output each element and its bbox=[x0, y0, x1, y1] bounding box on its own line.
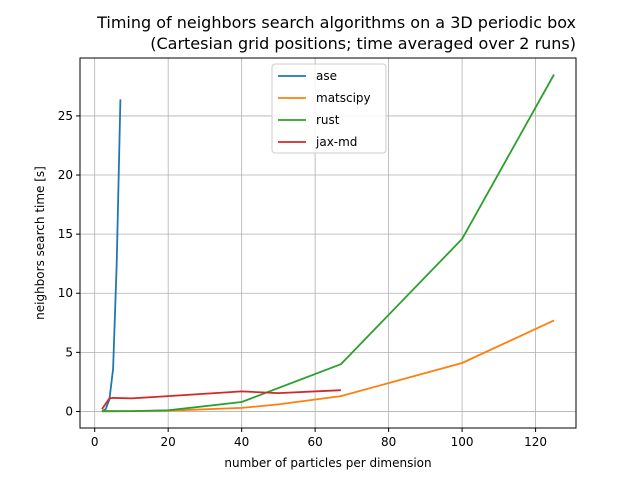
axes-frame bbox=[79, 57, 577, 429]
legend: ase matscipy rust jax-md bbox=[271, 63, 387, 154]
x-tick-label: 120 bbox=[524, 435, 547, 449]
y-tick-label: 15 bbox=[58, 227, 73, 241]
tick-layer: 0 20 40 60 80 100 120 0 5 10 15 20 25 bbox=[58, 109, 547, 449]
chart-subtitle: (Cartesian grid positions; time averaged… bbox=[150, 34, 576, 53]
legend-box bbox=[271, 63, 387, 154]
legend-label-rust: rust bbox=[316, 113, 340, 127]
series-layer bbox=[101, 74, 555, 413]
legend-label-ase: ase bbox=[316, 69, 337, 83]
series-line-jax-md bbox=[101, 389, 341, 410]
y-tick-label: 10 bbox=[58, 286, 73, 300]
chart-title: Timing of neighbors search algorithms on… bbox=[96, 13, 576, 32]
legend-label-jax-md: jax-md bbox=[315, 135, 357, 149]
x-tick-label: 20 bbox=[161, 435, 176, 449]
x-tick-label: 100 bbox=[451, 435, 474, 449]
series-line-ase bbox=[101, 99, 122, 412]
y-tick-label: 20 bbox=[58, 168, 73, 182]
y-tick-label: 25 bbox=[58, 109, 73, 123]
x-tick-label: 60 bbox=[308, 435, 323, 449]
x-tick-label: 0 bbox=[91, 435, 99, 449]
series-line-rust bbox=[102, 74, 555, 413]
legend-label-matscipy: matscipy bbox=[316, 91, 371, 105]
x-axis-label: number of particles per dimension bbox=[224, 456, 431, 470]
y-tick-label: 5 bbox=[65, 345, 73, 359]
y-axis-label: neighbors search time [s] bbox=[33, 166, 47, 320]
x-tick-label: 80 bbox=[381, 435, 396, 449]
x-tick-label: 40 bbox=[234, 435, 249, 449]
legend-entries: ase matscipy rust jax-md bbox=[278, 69, 371, 149]
y-tick-label: 0 bbox=[65, 404, 73, 418]
